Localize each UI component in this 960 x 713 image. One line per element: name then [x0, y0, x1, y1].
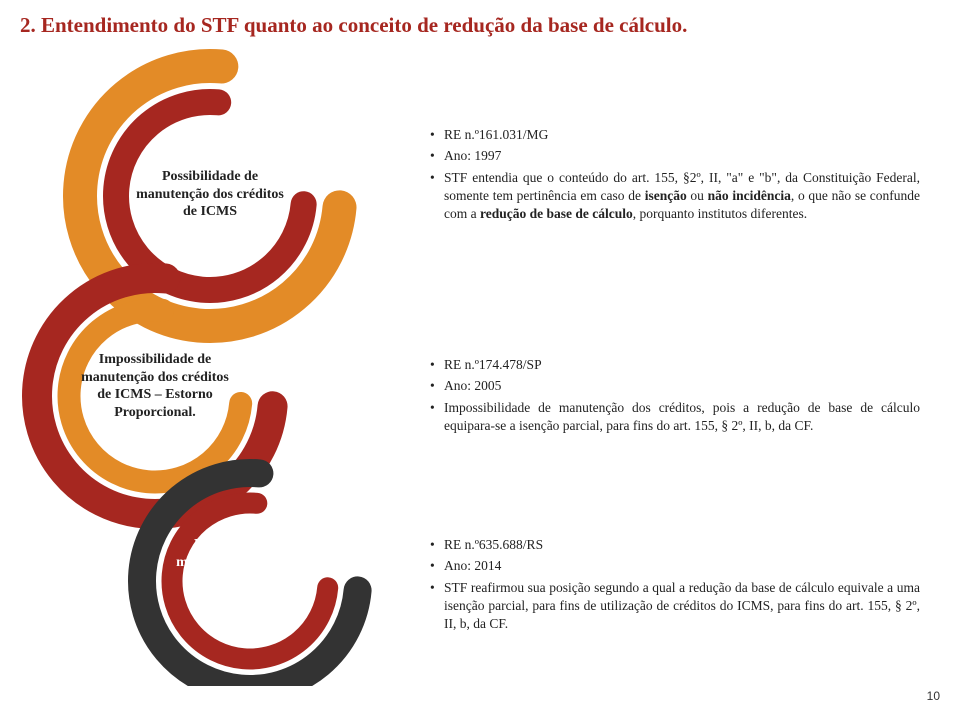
bullet-item: Ano: 1997: [430, 147, 920, 165]
content-area: Possibilidade de manutenção dos créditos…: [0, 46, 960, 686]
bullet-item: RE n.º635.688/RS: [430, 536, 920, 554]
page-number: 10: [927, 689, 940, 703]
page-title: 2. Entendimento do STF quanto ao conceit…: [0, 0, 960, 38]
arc-label-top: Possibilidade de manutenção dos créditos…: [135, 168, 285, 221]
bullet-item: Impossibilidade de manutenção dos crédit…: [430, 399, 920, 435]
arc-label-middle: Impossibilidade de manutenção dos crédit…: [80, 351, 230, 421]
bullet-item: Ano: 2005: [430, 377, 920, 395]
text-block-top: RE n.º161.031/MG Ano: 1997 STF entendia qu…: [430, 126, 920, 226]
bullet-item: Ano: 2014: [430, 557, 920, 575]
text-block-bottom: RE n.º635.688/RS Ano: 2014 STF reafirmou s…: [430, 536, 920, 636]
bullet-item: STF entendia que o conteúdo do art. 155,…: [430, 169, 920, 224]
bullet-item: STF reafirmou sua posição segundo a qual…: [430, 579, 920, 634]
text-block-middle: RE n.º174.478/SP Ano: 2005 Impossibilidade…: [430, 356, 920, 438]
arc-label-bottom: Impossibilidade de manutenção dos crédit…: [175, 536, 325, 606]
bullet-item: RE n.º174.478/SP: [430, 356, 920, 374]
bullet-item: RE n.º161.031/MG: [430, 126, 920, 144]
